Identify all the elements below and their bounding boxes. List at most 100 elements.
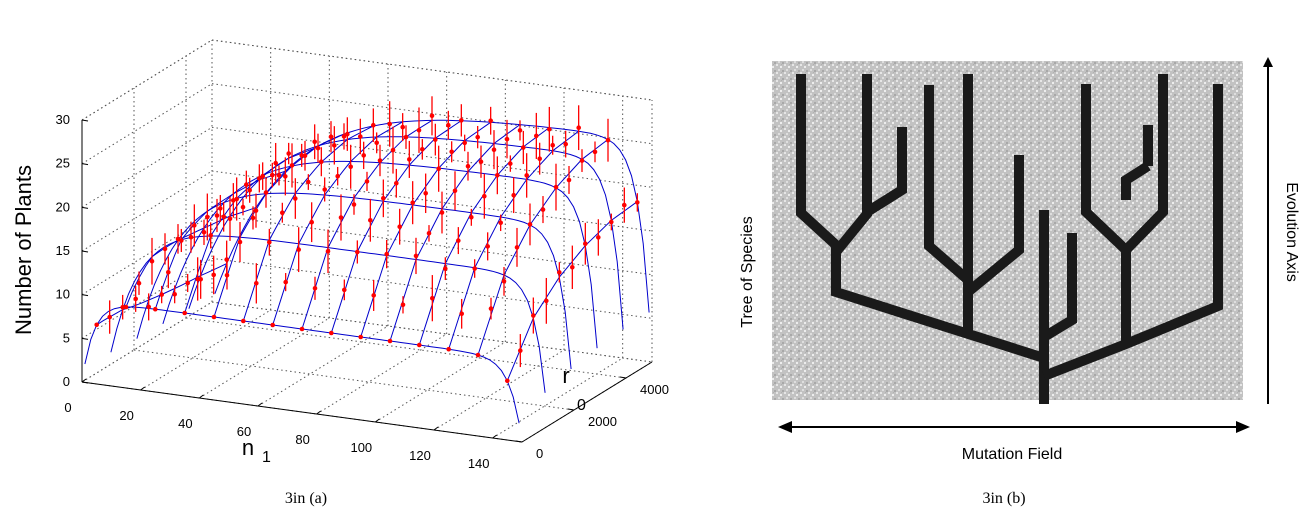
data-point (263, 190, 269, 195)
data-point (387, 121, 393, 127)
data-point (293, 196, 298, 201)
x-tick-mark (81, 378, 87, 383)
z-tick-label: 0 (63, 374, 70, 389)
z-tick-mark (81, 337, 89, 340)
data-point (462, 140, 468, 146)
data-point (570, 265, 575, 270)
x-tick-mark (199, 394, 204, 399)
data-point (482, 193, 487, 199)
data-point (527, 222, 533, 227)
data-point (521, 145, 526, 150)
data-point (221, 214, 226, 220)
data-point (358, 334, 364, 340)
data-point (505, 378, 510, 384)
y-tick-label: 2000 (588, 414, 617, 429)
surface-chart: 051015202530020406080100120140020004000 … (11, 39, 669, 507)
data-point (224, 257, 229, 262)
x-axis-label: n 1 (242, 435, 271, 466)
grid-line (81, 126, 213, 208)
data-point (504, 136, 510, 142)
data-point (452, 188, 458, 194)
data-point (136, 280, 142, 286)
data-point (192, 223, 197, 228)
x-tick-label: 100 (350, 440, 372, 455)
z-tick-label: 20 (56, 199, 70, 214)
data-point (280, 210, 285, 215)
data-point (299, 326, 305, 332)
data-point (511, 192, 516, 198)
data-point (208, 233, 213, 238)
data-point (153, 306, 158, 312)
data-point (328, 134, 334, 139)
grid-line (211, 39, 653, 101)
data-point (329, 330, 334, 336)
data-point (218, 206, 223, 211)
data-point (338, 215, 344, 220)
data-point (436, 166, 442, 171)
z-tick-label: 25 (56, 156, 70, 171)
data-point (224, 272, 230, 278)
data-point (524, 173, 529, 178)
data-point (459, 311, 465, 317)
surface-line-n1 (506, 201, 638, 381)
data-point (390, 147, 396, 153)
data-point (371, 122, 376, 128)
y-tick-mark (619, 376, 627, 379)
data-point (162, 246, 168, 252)
data-point (488, 118, 494, 123)
data-point (312, 286, 318, 291)
surface-line-r0 (188, 136, 624, 330)
data-point (508, 161, 513, 166)
data-point (400, 302, 406, 308)
data-point (605, 137, 611, 143)
x-tick-mark (257, 402, 263, 407)
z-tick-label: 30 (56, 112, 70, 127)
x-axis-label-sub: 1 (262, 449, 271, 466)
grid-line (81, 257, 213, 339)
data-point (579, 158, 585, 163)
data-point (426, 231, 432, 236)
data-point (322, 187, 328, 192)
data-point (325, 249, 331, 254)
data-point (485, 244, 491, 249)
data-point (397, 224, 403, 229)
data-point (410, 200, 416, 205)
data-point (429, 113, 435, 119)
data-point (403, 134, 409, 140)
grid-line (433, 349, 565, 431)
tree-branch (964, 155, 1024, 296)
data-point (211, 272, 216, 278)
data-point (501, 279, 507, 284)
data-point (371, 293, 377, 298)
grid-line (199, 317, 330, 399)
x-tick-label: 0 (64, 400, 71, 415)
data-point (592, 149, 598, 155)
data-point (205, 214, 210, 220)
grid-line (375, 341, 506, 423)
data-point (439, 210, 445, 215)
x-tick-label: 80 (295, 432, 309, 447)
data-point (201, 230, 207, 235)
data-point (400, 124, 406, 130)
data-point (270, 172, 275, 178)
surface-line-n1 (242, 125, 374, 322)
data-point (478, 159, 484, 164)
data-point (449, 149, 455, 155)
data-point (257, 176, 262, 181)
data-point (319, 159, 324, 164)
x-axis-line (81, 381, 523, 443)
data-point (94, 322, 99, 328)
data-point (237, 239, 243, 245)
data-point (407, 157, 412, 162)
species-tree (796, 74, 1223, 404)
data-point (289, 163, 295, 168)
grid-line (211, 39, 653, 101)
data-point (416, 127, 422, 133)
data-point (341, 134, 347, 139)
z-tick-label: 5 (63, 330, 70, 345)
data-point (557, 270, 562, 275)
data-point (247, 187, 252, 193)
z-axis-label: Number of Plants (11, 165, 36, 335)
data-point (547, 127, 552, 132)
x-tick-label: 140 (468, 456, 490, 471)
